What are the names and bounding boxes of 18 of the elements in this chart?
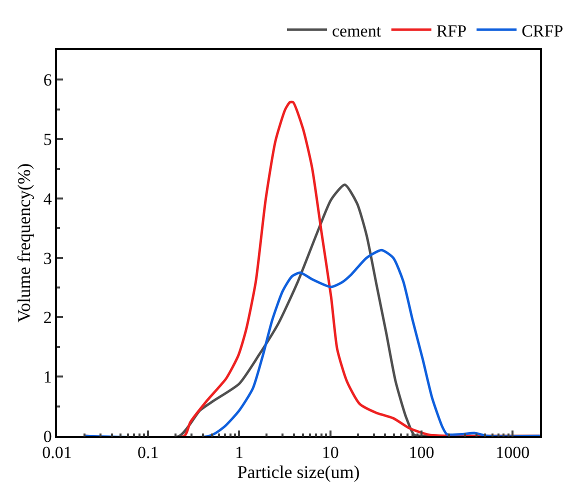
y-axis-title: Volume frequency(%) [14,163,34,323]
y-tick-label: 5 [43,130,52,150]
y-tick-label: 2 [43,308,52,328]
x-tick-label: 1 [234,443,244,462]
y-tick-label: 1 [43,368,52,387]
legend-label: RFP [436,21,467,40]
x-tick-label: 0.1 [137,443,159,462]
y-tick-label: 0 [43,426,52,446]
y-tick-label: 4 [43,189,52,208]
x-tick-label: 100 [408,443,434,462]
y-tick-label: 6 [43,70,52,90]
legend-label: cement [332,21,382,40]
x-tick-label: 0.01 [42,443,72,462]
x-tick-label: 10 [322,443,339,462]
y-tick-label: 3 [43,248,52,268]
x-axis-title: Particle size(um) [237,462,360,482]
x-tick-label: 1000 [496,443,530,462]
legend-label: CRFP [522,21,564,40]
